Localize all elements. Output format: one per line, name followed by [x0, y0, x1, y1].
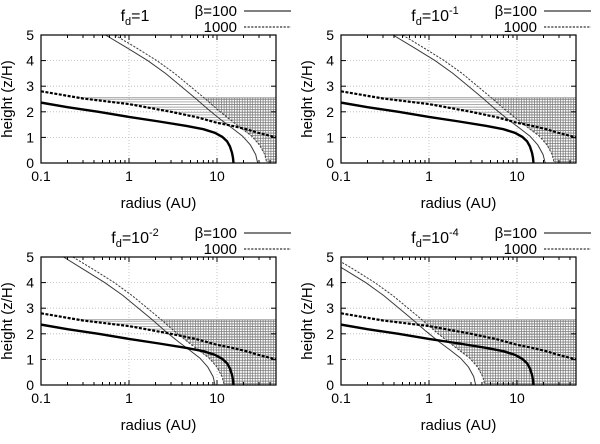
axis-ticks [40, 34, 276, 164]
curve-thick-beta100 [41, 101, 235, 163]
curve-thick-beta1000 [41, 312, 276, 361]
curve-thin-beta1000 [402, 35, 555, 163]
x-tick-label: 1 [425, 390, 433, 406]
x-tick-label: 10 [509, 168, 525, 184]
y-tick-label: 4 [326, 275, 334, 291]
x-tick-label: 0.1 [331, 168, 351, 184]
horizontal-hatch-region [379, 97, 576, 138]
y-tick-label: 4 [326, 53, 334, 69]
y-tick-label: 4 [26, 275, 34, 291]
y-tick-label: 5 [326, 249, 334, 265]
legend-label: 1000 [504, 241, 537, 258]
plot-f_d=10^-4: 0.1 1 10 0 1 2 3 4 5 radius (AU) height (z/H) fd=10… [300, 225, 591, 434]
y-tick-label: 3 [326, 78, 334, 94]
y-axis-label: height (z/H) [300, 60, 316, 138]
x-tick-label: 0.1 [31, 390, 51, 406]
y-tick-label: 5 [326, 27, 334, 43]
plot-f_d=10^-1: 0.1 1 10 0 1 2 3 4 5 radius (AU) height (z/H) fd=10… [300, 3, 591, 212]
y-axis-label: height (z/H) [0, 60, 16, 138]
tick-labels: 0.1 1 10 0 1 2 3 4 5 [326, 27, 525, 184]
y-tick-label: 1 [26, 129, 34, 145]
x-axis-label: radius (AU) [121, 195, 197, 212]
plot-box [340, 256, 577, 386]
y-tick-label: 0 [326, 377, 334, 393]
y-axis-label: height (z/H) [300, 282, 316, 360]
y-tick-label: 0 [26, 155, 34, 171]
curve-thin-beta100 [105, 35, 259, 163]
x-tick-label: 1 [425, 168, 433, 184]
y-tick-label: 5 [26, 249, 34, 265]
panel-fd-1e-1: 0.1 1 10 0 1 2 3 4 5 radius (AU) height (z/H) fd=10… [300, 0, 600, 222]
x-axis-label: radius (AU) [421, 417, 497, 434]
tick-labels: 0.1 1 10 0 1 2 3 4 5 [326, 249, 525, 406]
tick-labels: 0.1 1 10 0 1 2 3 4 5 [26, 27, 225, 184]
curve-thick-beta100 [341, 101, 535, 163]
plot-box [40, 256, 277, 386]
legend-label: β=100 [495, 3, 537, 20]
x-axis-label: radius (AU) [421, 195, 497, 212]
y-tick-label: 5 [26, 27, 34, 43]
x-tick-label: 0.1 [31, 168, 51, 184]
panel-title: fd=10-4 [411, 227, 459, 250]
y-tick-label: 0 [326, 155, 334, 171]
y-tick-label: 3 [26, 300, 34, 316]
curve-thick-beta100 [41, 323, 235, 385]
curve-thick-beta1000 [341, 312, 576, 361]
y-tick-label: 2 [326, 104, 334, 120]
curve-thin-beta100 [63, 257, 216, 385]
y-tick-label: 2 [26, 104, 34, 120]
legend-label: β=100 [195, 225, 237, 242]
horizontal-hatch-region [379, 319, 576, 360]
y-tick-label: 2 [26, 326, 34, 342]
plot-f_d=1: 0.1 1 10 0 1 2 3 4 5 radius (AU) height (z/H) fd=1 β… [0, 3, 291, 212]
y-tick-label: 1 [326, 129, 334, 145]
curve-thin-beta100 [392, 35, 546, 163]
x-tick-label: 10 [209, 390, 225, 406]
y-axis-label: height (z/H) [0, 282, 16, 360]
legend-label: 1000 [204, 19, 237, 36]
plot-box [40, 34, 277, 164]
y-tick-label: 3 [26, 78, 34, 94]
curve-thin-beta1000 [72, 257, 225, 385]
x-tick-label: 1 [125, 168, 133, 184]
y-tick-label: 1 [326, 351, 334, 367]
x-tick-label: 1 [125, 390, 133, 406]
panel-fd-1e-4: 0.1 1 10 0 1 2 3 4 5 radius (AU) height (z/H) fd=10… [300, 222, 600, 444]
horizontal-hatch-region [79, 97, 276, 138]
curve-thin-beta100 [341, 266, 477, 385]
panel-title: fd=10-1 [411, 5, 459, 28]
legend-label: 1000 [504, 19, 537, 36]
curve-thin-beta1000 [341, 261, 486, 385]
y-tick-label: 4 [26, 53, 34, 69]
y-tick-label: 3 [326, 300, 334, 316]
horizontal-hatch-region [79, 319, 276, 360]
curve-thick-beta100 [341, 323, 535, 385]
legend-label: β=100 [495, 225, 537, 242]
x-axis-label: radius (AU) [121, 417, 197, 434]
axis-ticks [340, 34, 576, 164]
panel-title: fd=10-2 [111, 227, 159, 250]
plot-box [340, 34, 577, 164]
panel-fd-1e-2: 0.1 1 10 0 1 2 3 4 5 radius (AU) height (z/H) fd=10… [0, 222, 300, 444]
y-tick-label: 0 [26, 377, 34, 393]
y-tick-label: 2 [326, 326, 334, 342]
x-tick-label: 10 [509, 390, 525, 406]
axis-ticks [40, 256, 276, 386]
plot-f_d=10^-2: 0.1 1 10 0 1 2 3 4 5 radius (AU) height (z/H) fd=10… [0, 225, 291, 434]
curve-thin-beta1000 [114, 35, 268, 163]
panel-fd-1: 0.1 1 10 0 1 2 3 4 5 radius (AU) height (z/H) fd=1 β… [0, 0, 300, 222]
curve-thick-beta1000 [41, 90, 276, 139]
legend-label: β=100 [195, 3, 237, 20]
panel-title: fd=1 [121, 8, 150, 28]
axis-ticks [340, 256, 576, 386]
tick-labels: 0.1 1 10 0 1 2 3 4 5 [26, 249, 225, 406]
x-tick-label: 10 [209, 168, 225, 184]
legend-label: 1000 [204, 241, 237, 258]
y-tick-label: 1 [26, 351, 34, 367]
curve-thick-beta1000 [341, 90, 576, 139]
x-tick-label: 0.1 [331, 390, 351, 406]
